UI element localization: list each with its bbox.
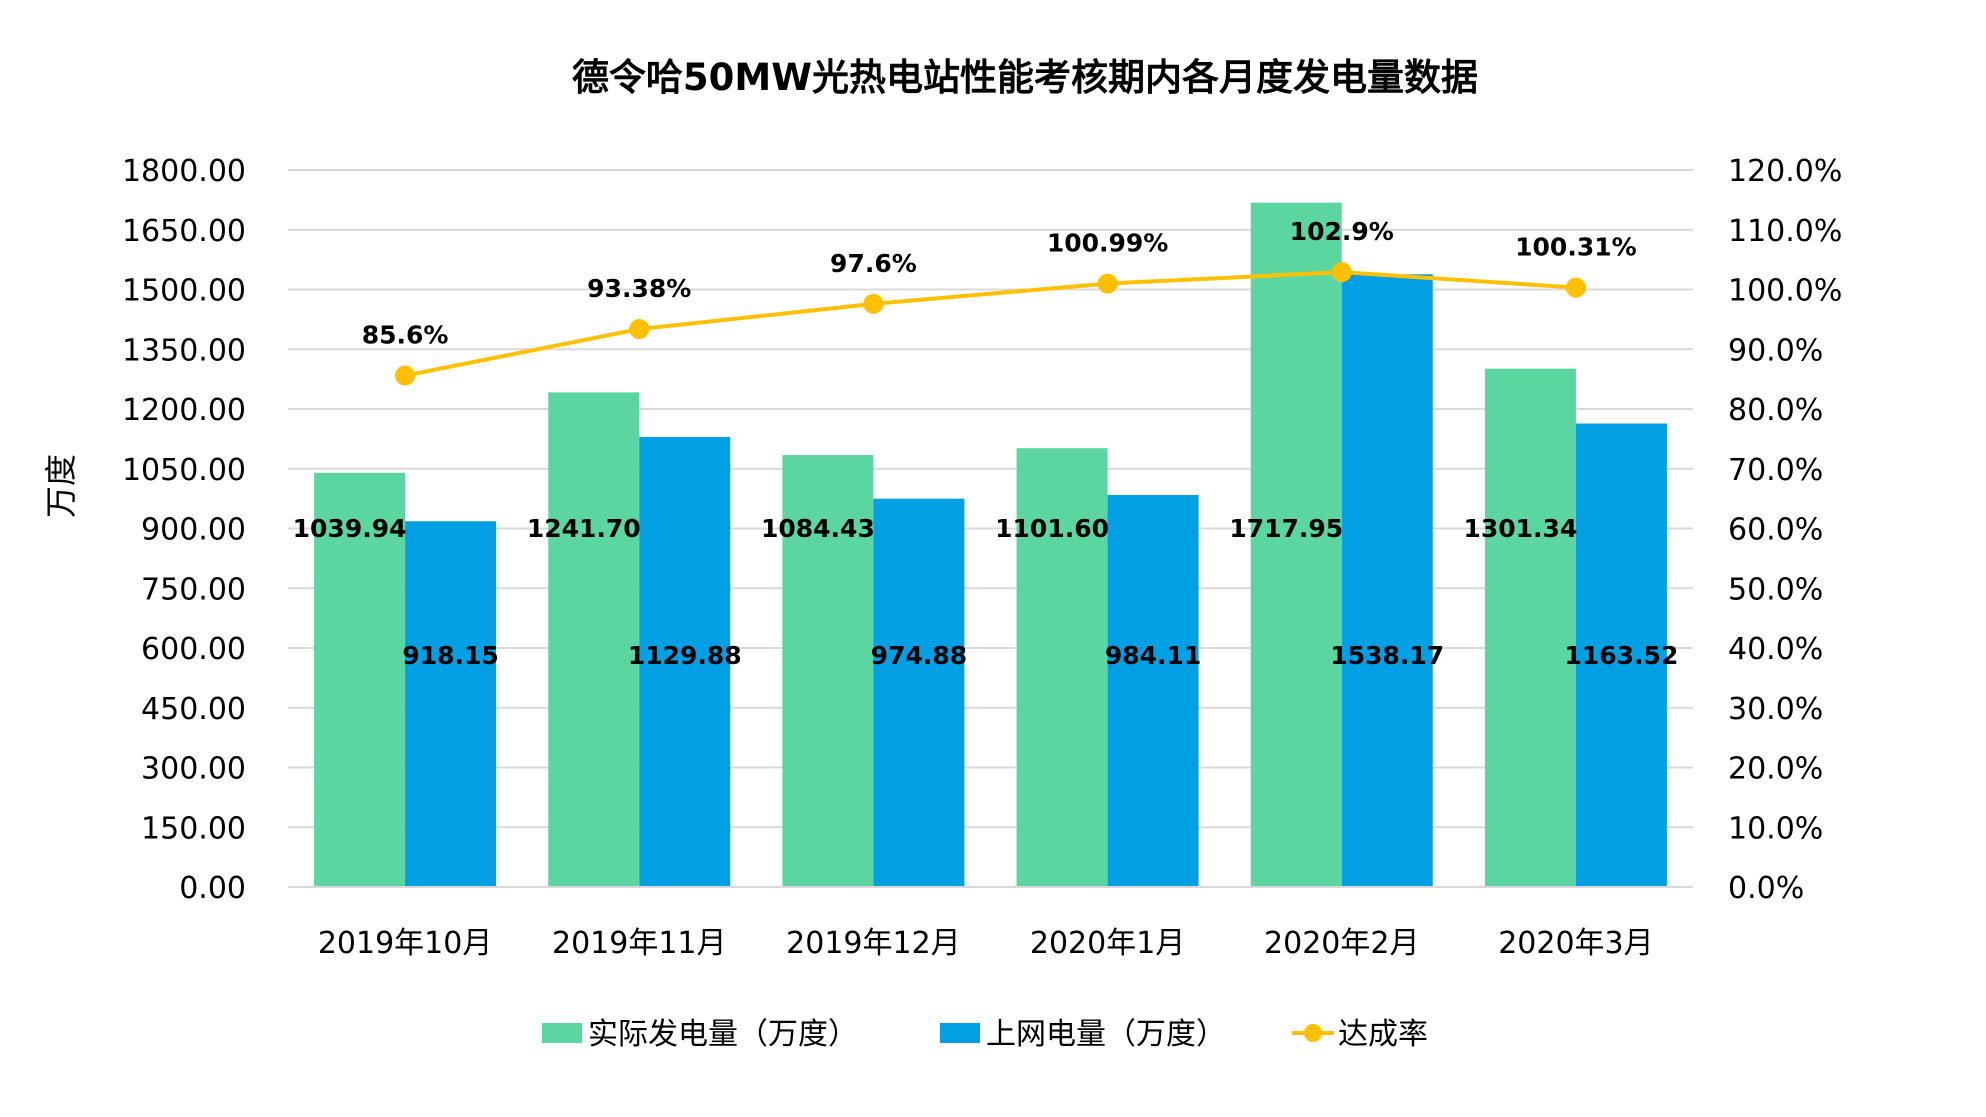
bar-actual[interactable]	[314, 472, 406, 887]
y-axis-title: 万度	[42, 454, 80, 518]
y-tick-label: 1500.00	[122, 274, 246, 309]
bar-grid[interactable]	[873, 498, 965, 887]
y-tick-label: 300.00	[141, 752, 246, 787]
y2-tick-label: 110.0%	[1728, 214, 1842, 249]
legend-marker-rate	[1304, 1024, 1322, 1042]
bar-grid[interactable]	[405, 521, 497, 887]
y-tick-label: 1800.00	[122, 154, 246, 189]
data-label: 1084.43	[761, 514, 875, 543]
data-label: 974.88	[871, 641, 967, 670]
rate-label: 85.6%	[362, 321, 449, 350]
chart-title: 德令哈50MW光热电站性能考核期内各月度发电量数据	[572, 56, 1478, 99]
data-label: 1301.34	[1463, 514, 1577, 543]
bar-grid[interactable]	[1341, 274, 1433, 887]
data-label: 1717.95	[1229, 514, 1343, 543]
y-tick-label: 1350.00	[122, 333, 246, 368]
rate-point[interactable]	[1565, 277, 1586, 298]
y2-tick-label: 70.0%	[1728, 453, 1823, 488]
legend-label-actual: 实际发电量（万度）	[588, 1017, 858, 1052]
bars	[314, 202, 1667, 888]
data-labels: 1039.94 1241.70 1084.43 1101.60 1717.95 1301.…	[293, 217, 1679, 670]
y2-tick-label: 20.0%	[1728, 752, 1823, 787]
y-tick-label: 600.00	[141, 632, 246, 667]
y2-tick-label: 100.0%	[1728, 274, 1842, 309]
data-label: 1241.70	[527, 514, 641, 543]
x-tick-label: 2019年10月	[318, 926, 493, 961]
data-label: 1129.88	[628, 641, 742, 670]
y2-tick-label: 60.0%	[1728, 513, 1823, 548]
gridlines	[288, 169, 1693, 829]
rate-label: 97.6%	[830, 249, 917, 278]
y-tick-label: 450.00	[141, 692, 246, 727]
bar-grid[interactable]	[1575, 423, 1667, 887]
bar-grid[interactable]	[639, 436, 731, 887]
y-tick-label: 1200.00	[122, 393, 246, 428]
legend: 实际发电量（万度） 上网电量（万度） 达成率	[542, 1017, 1428, 1052]
y2-tick-label: 80.0%	[1728, 393, 1823, 428]
rate-point[interactable]	[1097, 273, 1118, 294]
x-tick-label: 2019年12月	[786, 926, 961, 961]
rate-line	[404, 270, 1577, 378]
rate-point[interactable]	[395, 365, 416, 386]
y-tick-label: 900.00	[141, 513, 246, 548]
legend-item-rate[interactable]: 达成率	[1292, 1017, 1428, 1052]
x-tick-label: 2019年11月	[552, 926, 727, 961]
legend-label-grid: 上网电量（万度）	[986, 1017, 1226, 1052]
legend-swatch-grid	[940, 1023, 980, 1043]
x-tick-label: 2020年2月	[1264, 926, 1419, 961]
y2-tick-label: 0.0%	[1728, 871, 1804, 906]
y-axis-ticks: 0.00 150.00 300.00 450.00 600.00 750.00 900.00…	[122, 154, 246, 906]
bar-actual[interactable]	[1016, 448, 1108, 887]
rate-point[interactable]	[863, 293, 884, 314]
y2-tick-label: 10.0%	[1728, 811, 1823, 846]
rate-point[interactable]	[629, 319, 650, 340]
data-label: 984.11	[1105, 641, 1201, 670]
rate-label: 102.9%	[1290, 217, 1394, 246]
bar-actual[interactable]	[1484, 368, 1576, 887]
y2-tick-label: 120.0%	[1728, 154, 1842, 189]
bar-grid[interactable]	[1107, 494, 1199, 887]
bar-actual[interactable]	[782, 455, 874, 887]
y2-tick-label: 40.0%	[1728, 632, 1823, 667]
legend-label-rate: 达成率	[1338, 1017, 1428, 1052]
bar-actual[interactable]	[548, 392, 640, 887]
rate-label: 93.38%	[587, 274, 691, 303]
bar-actual[interactable]	[1250, 202, 1342, 888]
legend-item-grid[interactable]: 上网电量（万度）	[940, 1017, 1226, 1052]
legend-item-actual[interactable]: 实际发电量（万度）	[542, 1017, 858, 1052]
x-tick-label: 2020年1月	[1030, 926, 1185, 961]
rate-label: 100.99%	[1047, 229, 1169, 258]
y-tick-label: 750.00	[141, 572, 246, 607]
y2-tick-label: 90.0%	[1728, 333, 1823, 368]
x-tick-label: 2020年3月	[1498, 926, 1653, 961]
y-tick-label: 1050.00	[122, 453, 246, 488]
data-label: 1163.52	[1564, 641, 1678, 670]
line-series	[395, 262, 1586, 386]
y-tick-label: 150.00	[141, 811, 246, 846]
y2-tick-label: 50.0%	[1728, 572, 1823, 607]
data-label: 918.15	[402, 641, 498, 670]
y-tick-label: 1650.00	[122, 214, 246, 249]
rate-point[interactable]	[1331, 262, 1352, 283]
y2-tick-label: 30.0%	[1728, 692, 1823, 727]
data-label: 1101.60	[995, 514, 1109, 543]
y2-axis-ticks: 0.0% 10.0% 20.0% 30.0% 40.0% 50.0% 60.0% 70.0% 8…	[1728, 154, 1842, 906]
y-tick-label: 0.00	[179, 871, 246, 906]
legend-swatch-actual	[542, 1023, 582, 1043]
data-label: 1538.17	[1330, 641, 1444, 670]
x-axis-ticks: 2019年10月 2019年11月 2019年12月 2020年1月 2020年2月 20…	[318, 926, 1654, 961]
rate-label: 100.31%	[1515, 233, 1637, 262]
data-label: 1039.94	[293, 514, 407, 543]
